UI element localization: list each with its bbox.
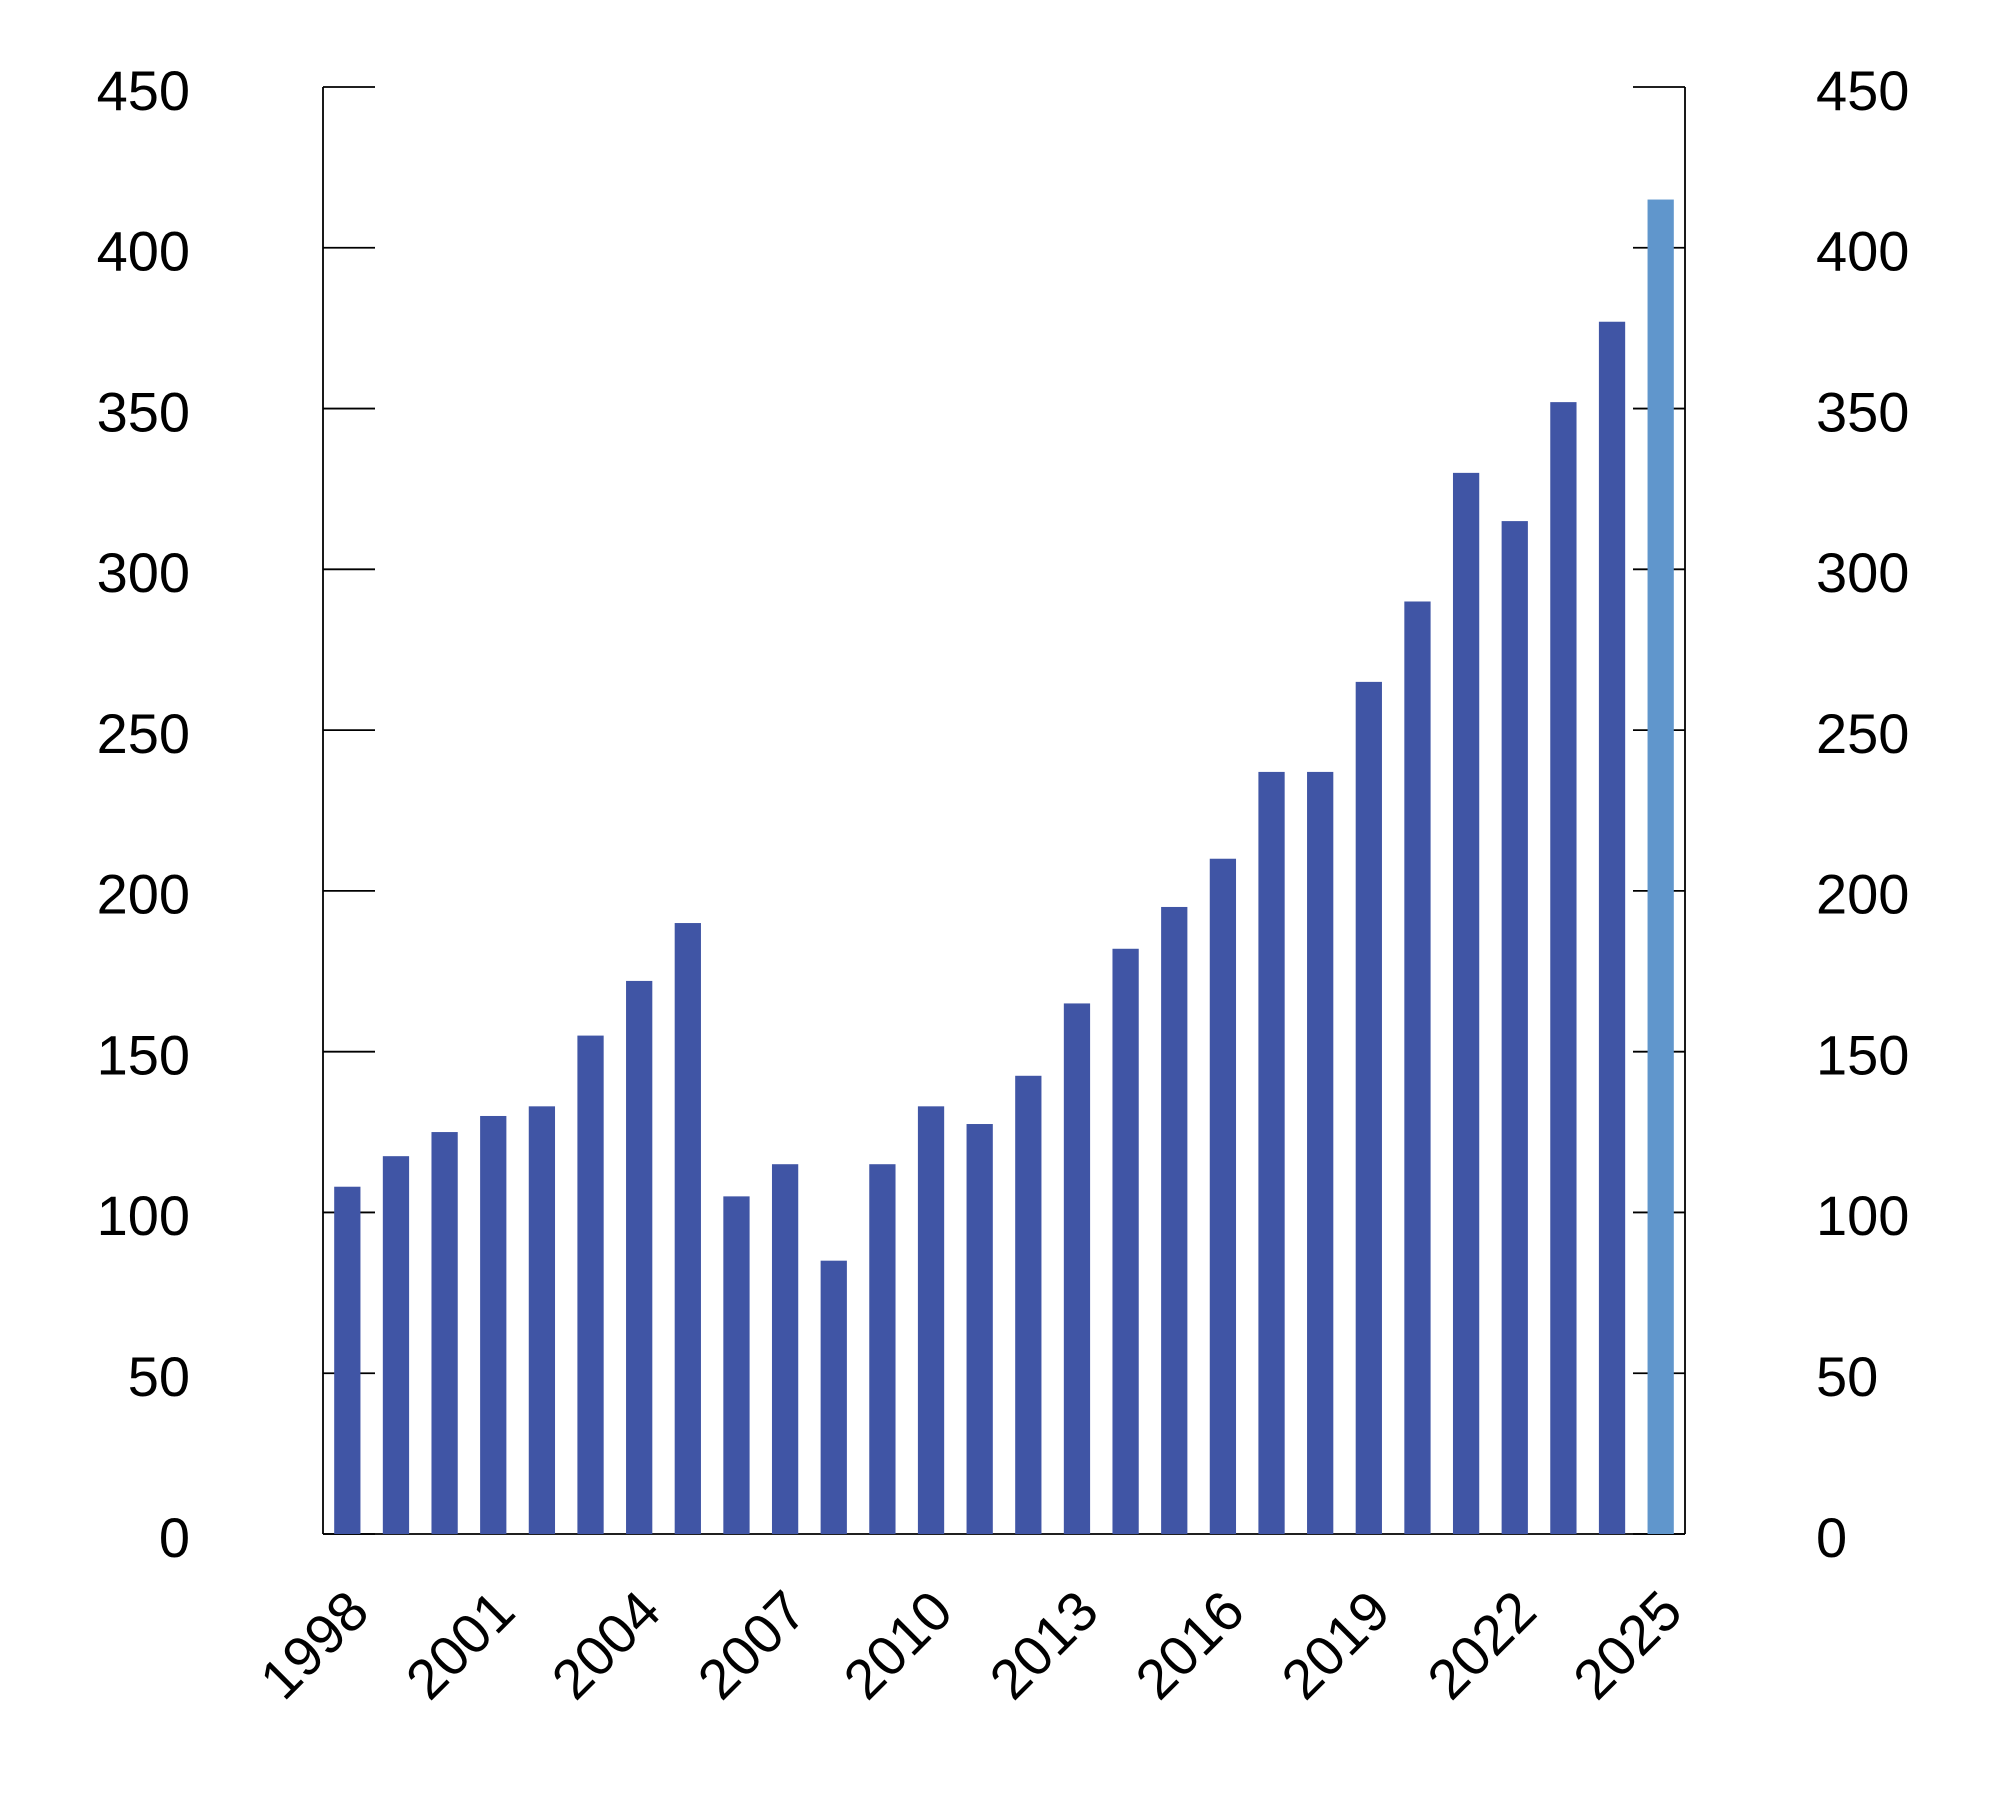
- y2-tick-label: 50: [1816, 1345, 1878, 1408]
- y-tick-label: 400: [97, 220, 190, 283]
- x-tick-label: 2025: [1561, 1578, 1694, 1711]
- x-tick-label: 2019: [1269, 1578, 1402, 1711]
- y2-tick-label: 100: [1816, 1184, 1909, 1247]
- bar: [1501, 521, 1528, 1534]
- bar: [820, 1260, 847, 1534]
- bar: [1015, 1075, 1042, 1534]
- x-tick-label: 2007: [685, 1578, 818, 1711]
- x-tick-label: 2010: [831, 1578, 964, 1711]
- bar: [1161, 906, 1188, 1534]
- bar: [1063, 1003, 1091, 1534]
- bar: [1452, 472, 1480, 1534]
- bar: [1404, 601, 1431, 1534]
- bar: [1112, 948, 1139, 1534]
- x-tick-label: 2001: [394, 1578, 527, 1711]
- bar: [1307, 771, 1334, 1534]
- bar: [1258, 771, 1285, 1534]
- bar: [966, 1124, 993, 1534]
- bar: [674, 923, 701, 1534]
- bar: [723, 1196, 750, 1534]
- bar: [1647, 199, 1674, 1535]
- bar: [1355, 681, 1382, 1534]
- y-tick-label: 250: [97, 702, 190, 765]
- x-tick-label: 2016: [1123, 1578, 1256, 1711]
- x-tick-label: 2013: [977, 1578, 1110, 1711]
- bar: [577, 1035, 604, 1534]
- bar: [1209, 858, 1237, 1534]
- y-tick-label: 0: [159, 1506, 190, 1569]
- bar: [869, 1164, 896, 1534]
- y2-tick-label: 200: [1816, 863, 1909, 926]
- bar: [431, 1132, 458, 1534]
- y2-tick-label: 350: [1816, 380, 1909, 443]
- y-tick-label: 300: [97, 541, 190, 604]
- y-tick-label: 200: [97, 863, 190, 926]
- y2-tick-label: 300: [1816, 541, 1909, 604]
- y2-tick-label: 400: [1816, 220, 1909, 283]
- y-tick-label: 450: [97, 59, 190, 122]
- bar: [917, 1106, 945, 1534]
- x-tick-label: 2004: [539, 1578, 672, 1711]
- bar: [626, 980, 653, 1534]
- y-tick-label: 150: [97, 1023, 190, 1086]
- y-tick-label: 350: [97, 380, 190, 443]
- bar: [528, 1106, 556, 1534]
- y-tick-label: 100: [97, 1184, 190, 1247]
- bar: [1598, 321, 1626, 1534]
- y2-tick-label: 250: [1816, 702, 1909, 765]
- bar: [480, 1115, 507, 1534]
- x-tick-label: 1998: [248, 1578, 381, 1711]
- x-tick-label: 2022: [1415, 1578, 1548, 1711]
- y-tick-label: 50: [128, 1345, 190, 1408]
- bar: [334, 1186, 361, 1534]
- y2-tick-label: 0: [1816, 1506, 1847, 1569]
- bar: [1550, 402, 1577, 1534]
- bar: [382, 1156, 410, 1534]
- y2-tick-label: 150: [1816, 1023, 1909, 1086]
- bar: [771, 1164, 799, 1534]
- y2-tick-label: 450: [1816, 59, 1909, 122]
